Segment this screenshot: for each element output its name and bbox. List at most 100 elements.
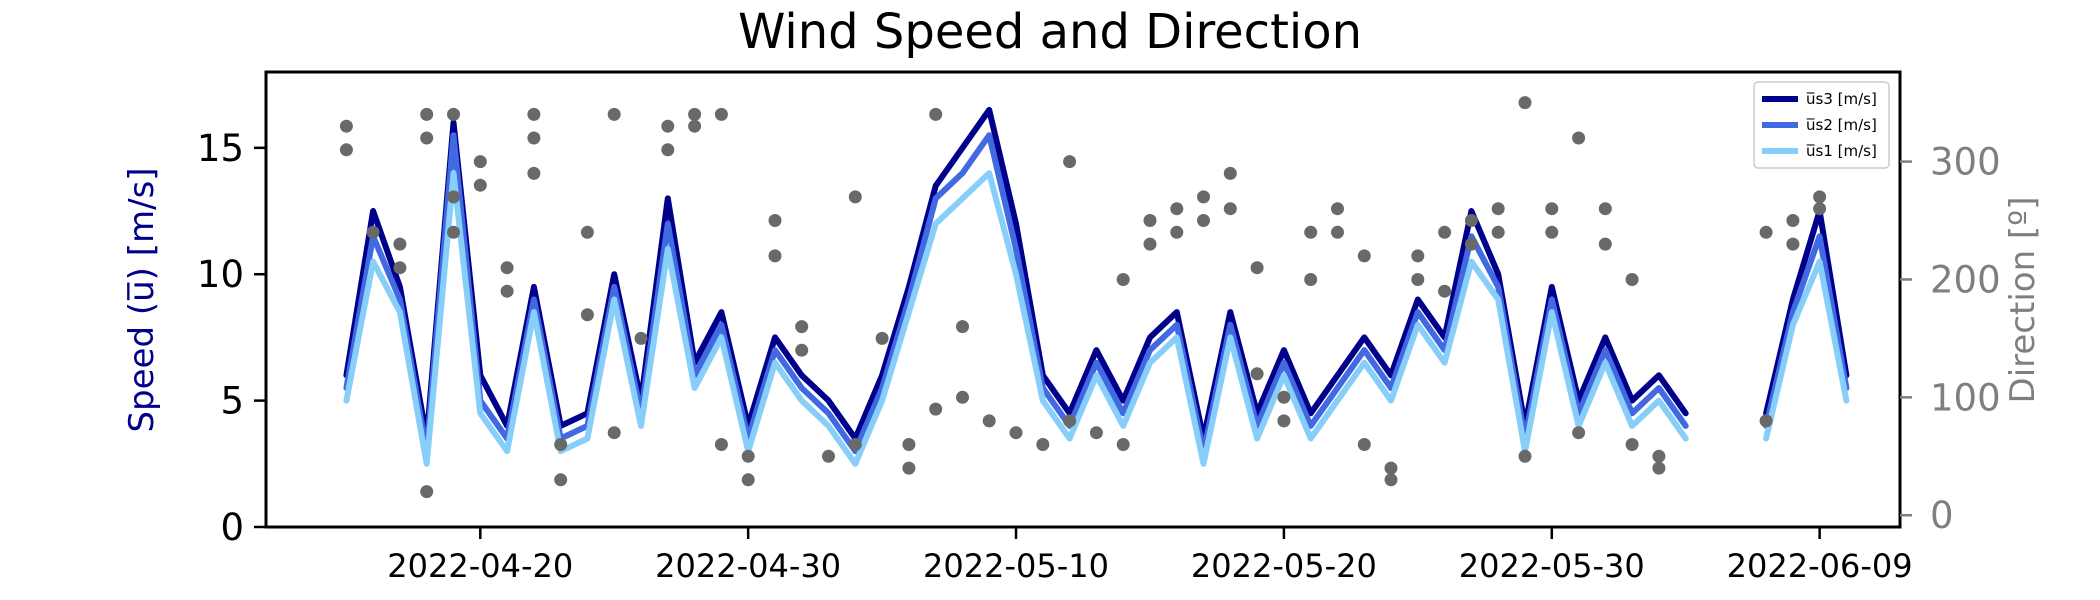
direction-point (1518, 96, 1532, 110)
direction-point (714, 107, 728, 121)
direction-point (875, 331, 889, 345)
direction-point (768, 249, 782, 263)
direction-point (714, 438, 728, 451)
plot-area (339, 96, 1850, 499)
direction-point (1223, 202, 1237, 216)
direction-point (1652, 449, 1666, 463)
direction-point (661, 119, 675, 133)
direction-point (1250, 261, 1264, 275)
y-left-tick-label: 10 (197, 253, 244, 296)
direction-point (768, 214, 782, 227)
direction-point (1357, 438, 1371, 451)
y-left-tick-label: 0 (220, 506, 244, 549)
direction-point (420, 107, 434, 121)
direction-point (929, 402, 943, 416)
direction-point (1143, 214, 1157, 227)
direction-point (393, 237, 407, 251)
direction-point (741, 473, 755, 487)
x-tick-label: 2022-04-30 (655, 547, 841, 585)
direction-point (580, 308, 594, 322)
direction-point (580, 225, 594, 239)
direction-point (447, 225, 460, 239)
direction-point (1116, 438, 1130, 451)
direction-point (929, 107, 943, 121)
x-tick-label: 2022-05-30 (1459, 547, 1645, 585)
direction-point (1625, 273, 1639, 286)
direction-point (473, 155, 487, 169)
direction-point (1357, 249, 1371, 263)
direction-point (956, 320, 969, 334)
direction-point (1545, 225, 1559, 239)
direction-point (607, 107, 621, 121)
legend-box (1753, 81, 1890, 169)
y-right-tick-label: 0 (1930, 494, 1954, 537)
direction-point (1143, 237, 1157, 251)
legend-label: u̅s1 [m/s] (1806, 142, 1877, 160)
y-axis-left: 0 5 10 15 (197, 127, 266, 549)
direction-point (1652, 461, 1666, 475)
direction-point (902, 438, 916, 451)
direction-point (473, 178, 487, 192)
legend: u̅s3 [m/s] u̅s2 [m/s] u̅s1 [m/s] (1753, 81, 1890, 169)
direction-point (1197, 190, 1210, 204)
direction-point (1197, 214, 1210, 227)
series-line-3-segment-2 (1763, 258, 1850, 442)
direction-point (1384, 473, 1398, 487)
direction-point (447, 107, 460, 121)
chart-title: Wind Speed and Direction (738, 4, 1362, 60)
direction-point (1759, 414, 1773, 428)
legend-label: u̅s2 [m/s] (1806, 116, 1877, 134)
direction-point (982, 414, 996, 428)
direction-point (1170, 202, 1184, 216)
y-right-tick-label: 200 (1930, 258, 2001, 301)
direction-point (1036, 438, 1050, 451)
direction-point (1223, 166, 1237, 180)
series-line-1-segment-1 (343, 106, 1689, 442)
direction-point (1545, 202, 1559, 216)
direction-point (527, 131, 541, 145)
direction-point (848, 438, 862, 451)
direction-point (500, 284, 514, 298)
y-axis-right-label: Direction [º] (2003, 197, 2043, 404)
direction-point (1813, 190, 1827, 204)
direction-point (688, 119, 702, 133)
direction-point (554, 438, 568, 451)
x-tick-label: 2022-06-09 (1727, 547, 1913, 585)
direction-point (741, 449, 755, 463)
y-right-tick-label: 300 (1930, 141, 2001, 184)
y-axis-left-label: Speed (u̅) [m/s] (122, 167, 162, 432)
direction-point (393, 261, 407, 275)
direction-point (1277, 414, 1291, 428)
direction-point (1277, 390, 1291, 404)
direction-point (1464, 214, 1478, 227)
direction-point (1438, 225, 1452, 239)
x-tick-label: 2022-05-20 (1191, 547, 1377, 585)
y-axis-right: 0 100 200 300 (1900, 141, 2001, 537)
direction-point (1384, 461, 1398, 475)
y-right-tick-label: 100 (1930, 376, 2001, 419)
direction-point (1464, 237, 1478, 251)
direction-point (1331, 225, 1344, 239)
direction-point (420, 131, 434, 145)
x-tick-label: 2022-04-20 (387, 547, 573, 585)
direction-point (1089, 426, 1103, 440)
direction-point (1572, 426, 1586, 440)
plot-frame (264, 70, 1902, 529)
direction-point (848, 190, 862, 204)
direction-point (1572, 131, 1586, 145)
direction-point (420, 485, 434, 499)
direction-point (1759, 225, 1773, 239)
direction-point (607, 426, 621, 440)
direction-point (1170, 225, 1184, 239)
direction-point (1411, 249, 1425, 263)
direction-point (1786, 237, 1800, 251)
direction-point (339, 143, 353, 157)
direction-point (1491, 202, 1505, 216)
x-tick-label: 2022-05-10 (923, 547, 1109, 585)
direction-point (1786, 214, 1800, 227)
direction-point (527, 107, 541, 121)
direction-point (1009, 426, 1023, 440)
direction-point (1491, 225, 1505, 239)
y-left-tick-label: 15 (197, 127, 244, 170)
